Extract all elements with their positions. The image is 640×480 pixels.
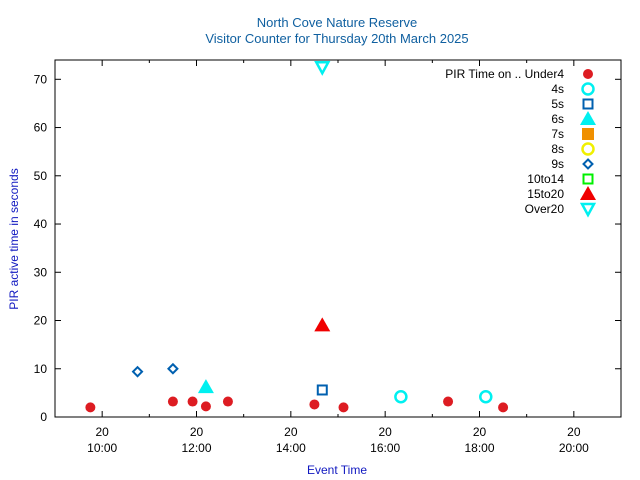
x-axis-label: Event Time (307, 463, 367, 477)
legend-label: 9s (551, 157, 564, 171)
legend-symbol-4s (581, 82, 595, 96)
data-point-over20 (314, 60, 331, 76)
data-point-under4 (200, 401, 211, 412)
axis-ticks: 0 10 20 30 40 50 60 70 20 10:00 20 12:00 20 14:00 20 16… (34, 60, 621, 455)
y-tick-label: 20 (34, 314, 48, 328)
data-point-under4 (338, 402, 349, 413)
legend-symbol-5s (582, 98, 594, 110)
x-tick-label: 16:00 (370, 441, 400, 455)
y-tick-label: 40 (34, 217, 48, 231)
legend-label: 7s (551, 127, 564, 141)
data-point-under4 (85, 402, 96, 413)
x-tick-label: 20 (284, 425, 298, 439)
data-point-under4 (187, 396, 198, 407)
data-point-9s (131, 365, 144, 378)
data-point-under4 (222, 396, 233, 407)
data-point-5s (316, 384, 328, 396)
legend-label: 15to20 (527, 187, 564, 201)
legend-label: 10to14 (527, 172, 564, 186)
y-tick-label: 70 (34, 72, 48, 86)
legend-symbol-over20 (579, 202, 597, 218)
legend-label: 6s (551, 112, 564, 126)
data-point-9s (167, 362, 179, 375)
x-tick-label: 20:00 (559, 441, 589, 455)
y-tick-label: 50 (34, 169, 48, 183)
y-tick-label: 0 (40, 410, 47, 424)
data-point-under4 (167, 396, 178, 407)
legend-label: 5s (551, 97, 564, 111)
chart-title: North Cove Nature Reserve (257, 15, 417, 30)
legend-symbol-9s (582, 158, 594, 170)
data-point-under4 (309, 399, 320, 410)
x-tick-label: 14:00 (276, 441, 306, 455)
data-point-under4 (443, 396, 454, 407)
x-tick-label: 18:00 (464, 441, 494, 455)
legend-symbol-15to20 (580, 186, 596, 200)
legend-symbol-under4 (583, 69, 593, 79)
legend-symbol-7s (582, 128, 594, 140)
legend-symbol-10to14 (582, 173, 594, 185)
data-point-4s (394, 389, 408, 404)
data-point-under4 (498, 402, 509, 413)
x-tick-label: 12:00 (181, 441, 211, 455)
y-tick-label: 30 (34, 265, 48, 279)
data-point-15to20 (314, 317, 331, 332)
legend-label: 8s (551, 142, 564, 156)
legend-label: 4s (551, 82, 564, 96)
x-tick-label: 20 (567, 425, 581, 439)
legend-label: PIR Time on .. Under4 (445, 67, 564, 81)
legend: PIR Time on .. Under44s5s6s7s8s9s10to141… (445, 67, 597, 218)
x-tick-label: 20 (95, 425, 109, 439)
legend-symbol-8s (581, 142, 595, 156)
data-point-6s (197, 379, 214, 394)
y-tick-label: 10 (34, 362, 48, 376)
x-tick-label: 20 (473, 425, 487, 439)
legend-label: Over20 (525, 202, 565, 216)
plot-frame (54, 59, 622, 418)
data-points (85, 60, 509, 413)
x-tick-label: 10:00 (87, 441, 117, 455)
legend-symbol-6s (580, 111, 596, 125)
y-axis-label: PIR active time in seconds (7, 168, 21, 309)
x-tick-label: 20 (190, 425, 204, 439)
y-tick-label: 60 (34, 121, 48, 135)
chart-subtitle: Visitor Counter for Thursday 20th March … (205, 31, 468, 46)
data-point-4s (479, 389, 493, 404)
x-tick-label: 20 (378, 425, 392, 439)
